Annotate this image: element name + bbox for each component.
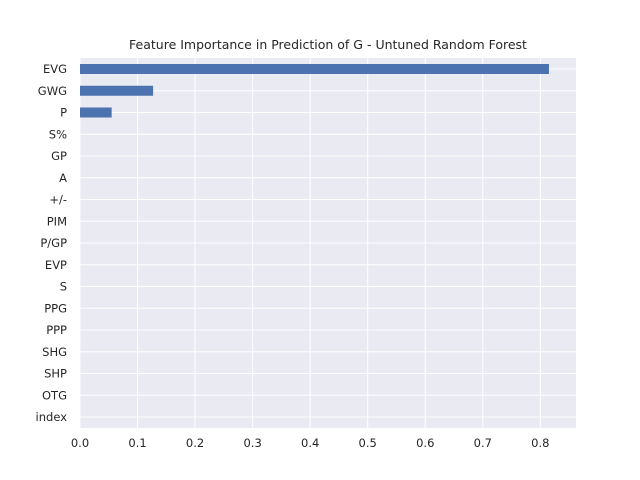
x-tick-label: 0.4 <box>301 436 319 450</box>
y-tick-label: SHP <box>44 367 67 381</box>
y-tick-label: PPG <box>44 301 67 315</box>
x-tick-label: 0.7 <box>474 436 492 450</box>
x-tick-label: 0.6 <box>416 436 434 450</box>
y-tick-label: S <box>60 280 67 294</box>
y-tick-label: P <box>60 106 67 120</box>
y-tick-label: index <box>36 410 68 424</box>
y-tick-label: OTG <box>42 388 67 402</box>
bar-P <box>80 107 112 118</box>
bar-EVG <box>80 64 549 74</box>
x-tick-label: 0.1 <box>128 436 146 450</box>
x-tick-label: 0.5 <box>359 436 377 450</box>
chart-title: Feature Importance in Prediction of G - … <box>129 37 527 52</box>
y-tick-label: P/GP <box>40 236 67 250</box>
bar-GWG <box>80 85 154 96</box>
x-tick-labels: 0.0 0.1 0.2 0.3 0.4 0.5 0.6 0.7 0.8 <box>71 436 550 450</box>
x-tick-label: 0.2 <box>186 436 204 450</box>
y-tick-label: GWG <box>38 84 67 98</box>
x-tick-label: 0.0 <box>71 436 89 450</box>
y-tick-label: EVP <box>45 258 67 272</box>
y-tick-label: PPP <box>46 323 67 337</box>
y-tick-label: +/- <box>49 193 67 207</box>
y-tick-label: GP <box>51 149 67 163</box>
y-tick-label: PIM <box>47 214 67 228</box>
x-tick-label: 0.3 <box>243 436 261 450</box>
y-tick-label: SHG <box>42 345 67 359</box>
y-tick-label: S% <box>49 127 67 141</box>
y-tick-labels: EVG GWG P S% GP A +/- PIM P/GP EVP S PPG PPP SHG SHP OT… <box>36 62 68 424</box>
y-tick-label: EVG <box>43 62 67 76</box>
x-tick-label: 0.8 <box>531 436 549 450</box>
bars <box>80 64 549 118</box>
y-tick-label: A <box>59 171 67 185</box>
